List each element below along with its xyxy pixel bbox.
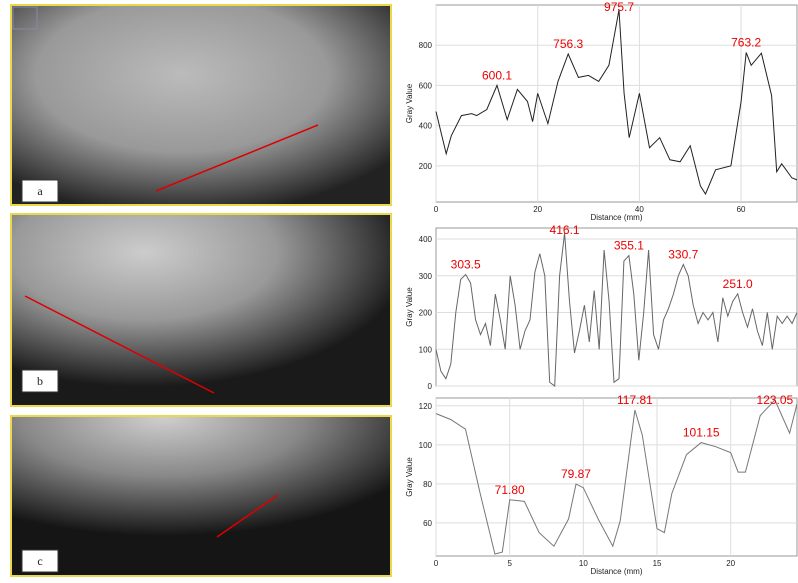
image-b: b — [11, 214, 391, 406]
data-line — [436, 233, 797, 386]
y-tick-label: 100 — [419, 441, 433, 450]
data-line — [436, 400, 797, 554]
y-tick-label: 200 — [419, 162, 433, 171]
y-tick-label: 0 — [428, 382, 433, 391]
value-annotation: 303.5 — [451, 257, 481, 271]
value-annotation: 975.7 — [604, 0, 634, 14]
x-tick-label: 60 — [737, 205, 746, 214]
panel-label: c — [37, 554, 42, 568]
panel-label: a — [37, 184, 43, 198]
y-tick-label: 80 — [423, 480, 432, 489]
y-tick-label: 300 — [419, 272, 433, 281]
x-tick-label: 20 — [726, 559, 735, 568]
panel-label: b — [37, 374, 43, 388]
x-tick-label: 15 — [653, 559, 662, 568]
x-tick-label: 0 — [434, 559, 439, 568]
value-annotation: 101.15 — [683, 426, 720, 440]
value-annotation: 79.87 — [561, 467, 591, 481]
y-axis-label: Gray Value — [405, 457, 414, 497]
value-annotation: 600.1 — [482, 68, 512, 82]
image-a: a — [11, 5, 391, 205]
y-tick-label: 120 — [419, 402, 433, 411]
x-tick-label: 0 — [434, 205, 439, 214]
x-tick-label: 10 — [579, 559, 588, 568]
y-tick-label: 100 — [419, 345, 433, 354]
value-annotation: 71.80 — [495, 483, 525, 497]
y-axis-label: Gray Value — [405, 287, 414, 327]
y-tick-label: 400 — [419, 235, 433, 244]
y-tick-label: 600 — [419, 81, 433, 90]
value-annotation: 123.05 — [757, 393, 794, 407]
value-annotation: 355.1 — [614, 239, 644, 253]
y-tick-label: 800 — [419, 41, 433, 50]
y-tick-label: 60 — [423, 519, 432, 528]
image-c: c — [11, 416, 391, 576]
y-tick-label: 400 — [419, 122, 433, 131]
x-axis-label: Distance (mm) — [590, 567, 642, 576]
x-tick-label: 20 — [533, 205, 542, 214]
value-annotation: 117.81 — [617, 393, 653, 407]
value-annotation: 330.7 — [668, 247, 698, 261]
figure: a b c 2004006008000204060Distance (mm)Gr… — [0, 0, 798, 578]
value-annotation: 756.3 — [553, 37, 583, 51]
y-tick-label: 200 — [419, 309, 433, 318]
plot-area — [436, 5, 797, 202]
x-tick-label: 5 — [507, 559, 512, 568]
y-axis-label: Gray Value — [405, 83, 414, 123]
value-annotation: 416.1 — [550, 223, 580, 237]
page: a b c 2004006008000204060Distance (mm)Gr… — [0, 0, 798, 578]
value-annotation: 251.0 — [723, 277, 753, 291]
value-annotation: 763.2 — [731, 36, 761, 50]
x-axis-label: Distance (mm) — [590, 213, 642, 222]
